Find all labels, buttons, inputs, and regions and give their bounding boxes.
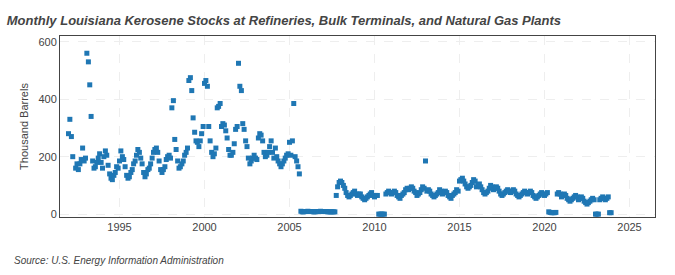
svg-text:400: 400 [38, 93, 56, 105]
svg-text:200: 200 [38, 151, 56, 163]
svg-text:0: 0 [51, 208, 57, 220]
svg-text:Thousand Barrels: Thousand Barrels [18, 83, 30, 170]
svg-text:2025: 2025 [617, 221, 641, 233]
svg-text:2010: 2010 [362, 221, 386, 233]
svg-text:600: 600 [38, 36, 56, 48]
svg-text:2000: 2000 [192, 221, 216, 233]
svg-text:1995: 1995 [107, 221, 131, 233]
svg-text:2020: 2020 [532, 221, 556, 233]
svg-text:Monthly Louisiana Kerosene Sto: Monthly Louisiana Kerosene Stocks at Ref… [7, 13, 561, 28]
svg-text:2015: 2015 [447, 221, 471, 233]
svg-text:Source: U.S. Energy Informatio: Source: U.S. Energy Information Administ… [14, 255, 224, 266]
svg-text:2005: 2005 [277, 221, 301, 233]
